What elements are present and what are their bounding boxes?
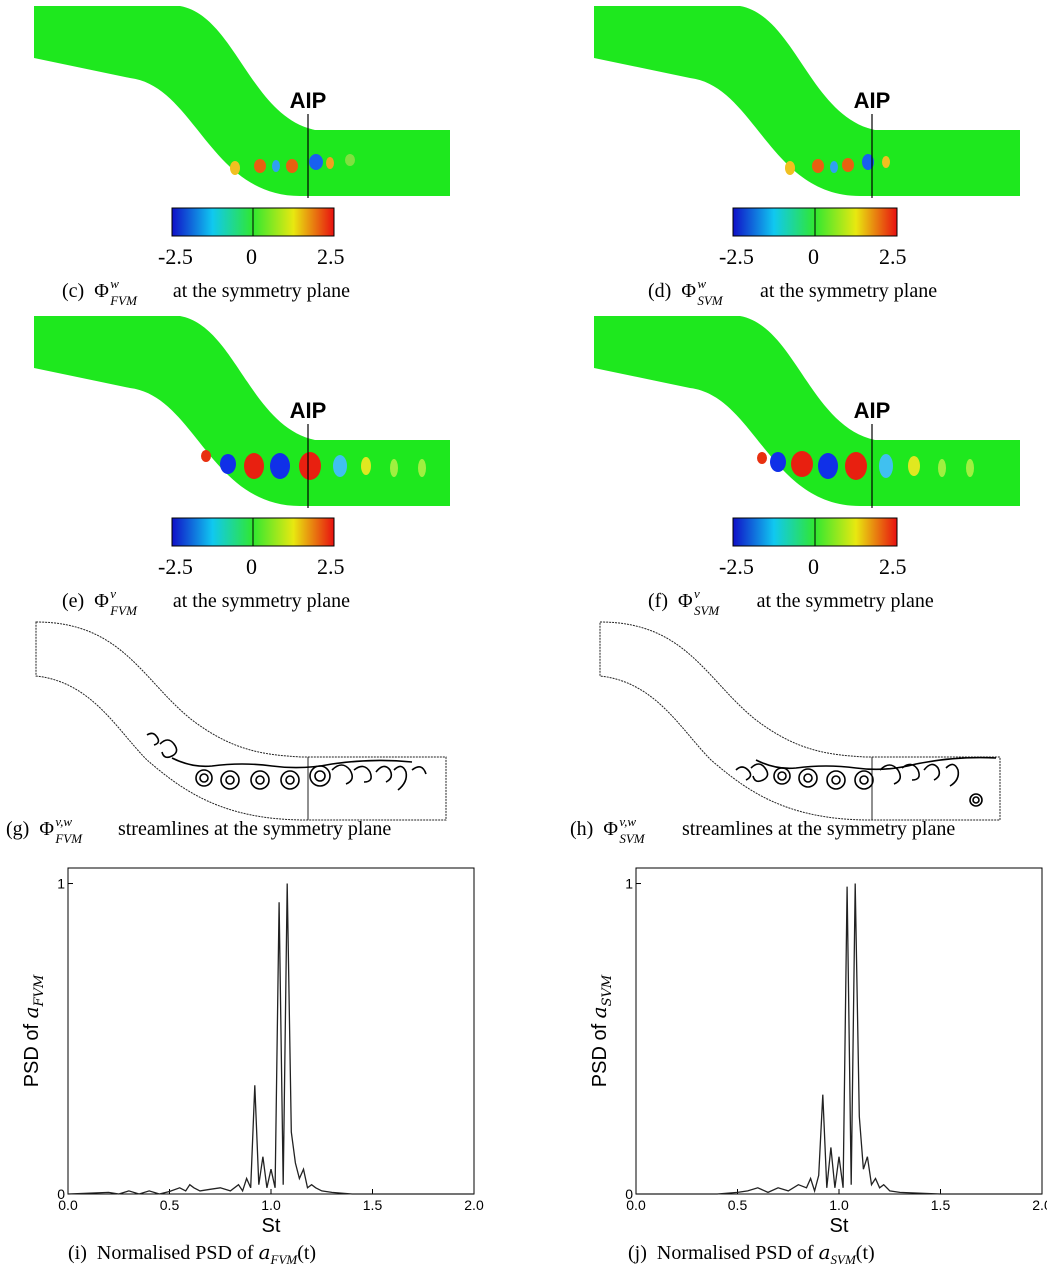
- psd-series-line: [636, 883, 1042, 1195]
- mode-structures: [757, 451, 974, 480]
- x-tick-label: 2.0: [1032, 1197, 1047, 1213]
- psd-chart-svm: 0.0 0.5 1.0 1.5 2.0 0 1 St PSD of aSVM: [587, 867, 1047, 1237]
- x-tick-label: 1.5: [363, 1197, 383, 1213]
- x-tick-label: 2.0: [464, 1197, 484, 1213]
- contour-plot-f: AIP -2.5 0 2.5: [594, 316, 1020, 579]
- psd-chart-fvm: 0.0 0.5 1.0 1.5 2.0 0 1 St PSD of aFVM: [19, 867, 484, 1237]
- duct-outline: [35, 621, 447, 821]
- caption-j: (j) Normalised PSD of aSVM(t): [628, 1240, 875, 1267]
- colorbar-tick-max: 2.5: [317, 244, 345, 269]
- contour-plot-c: AIP -2.5 0 2.5: [34, 6, 450, 269]
- x-tick-label: 1.0: [261, 1197, 281, 1213]
- caption-i: (i) Normalised PSD of aFVM(t): [68, 1240, 317, 1267]
- colorbar-tick-zero: 0: [246, 244, 257, 269]
- mode-structures: [785, 154, 890, 175]
- streamline-plot-g: [35, 621, 447, 821]
- x-tick-label: 0.5: [728, 1197, 748, 1213]
- x-tick-label: 0.5: [160, 1197, 180, 1213]
- colorbar-tick-min: -2.5: [158, 554, 193, 579]
- colorbar-tick-min: -2.5: [719, 244, 754, 269]
- y-tick-label: 0: [625, 1186, 633, 1202]
- mode-structures: [201, 450, 426, 480]
- x-tick-label: 0.0: [626, 1197, 646, 1213]
- y-tick-label: 1: [625, 876, 633, 892]
- plot-frame: [635, 867, 1043, 1195]
- vortex-streamlines: [735, 756, 997, 807]
- aip-label: AIP: [854, 88, 891, 113]
- colorbar-tick-max: 2.5: [317, 554, 345, 579]
- duct-shape: [594, 6, 1020, 196]
- aip-label: AIP: [290, 398, 327, 423]
- colorbar-tick-zero: 0: [246, 554, 257, 579]
- plot-frame: [67, 867, 475, 1195]
- colorbar-tick-max: 2.5: [879, 244, 907, 269]
- x-axis-label: St: [830, 1215, 849, 1237]
- vortex-streamlines: [146, 732, 427, 791]
- x-tick-label: 1.0: [829, 1197, 849, 1213]
- colorbar-tick-min: -2.5: [158, 244, 193, 269]
- y-tick-label: 0: [57, 1186, 65, 1202]
- colorbar-tick-zero: 0: [808, 244, 819, 269]
- duct-shape: [34, 316, 450, 506]
- aip-label: AIP: [854, 398, 891, 423]
- y-axis-label: PSD of aSVM: [587, 974, 615, 1087]
- contour-plot-d: AIP -2.5 0 2.5: [594, 6, 1020, 269]
- colorbar-tick-min: -2.5: [719, 554, 754, 579]
- mode-structures: [230, 154, 355, 175]
- x-axis-label: St: [262, 1215, 281, 1237]
- duct-shape: [34, 6, 450, 196]
- streamline-plot-h: [599, 621, 1001, 821]
- y-axis-label: PSD of aFVM: [19, 974, 47, 1087]
- colorbar-tick-zero: 0: [808, 554, 819, 579]
- psd-series-line: [67, 883, 474, 1195]
- duct-shape: [594, 316, 1020, 506]
- y-tick-label: 1: [57, 876, 65, 892]
- colorbar-tick-max: 2.5: [879, 554, 907, 579]
- aip-label: AIP: [290, 88, 327, 113]
- x-tick-label: 1.5: [931, 1197, 951, 1213]
- contour-plot-e: AIP -2.5 0 2.5: [34, 316, 450, 579]
- duct-outline: [599, 621, 1001, 821]
- x-tick-label: 0.0: [58, 1197, 78, 1213]
